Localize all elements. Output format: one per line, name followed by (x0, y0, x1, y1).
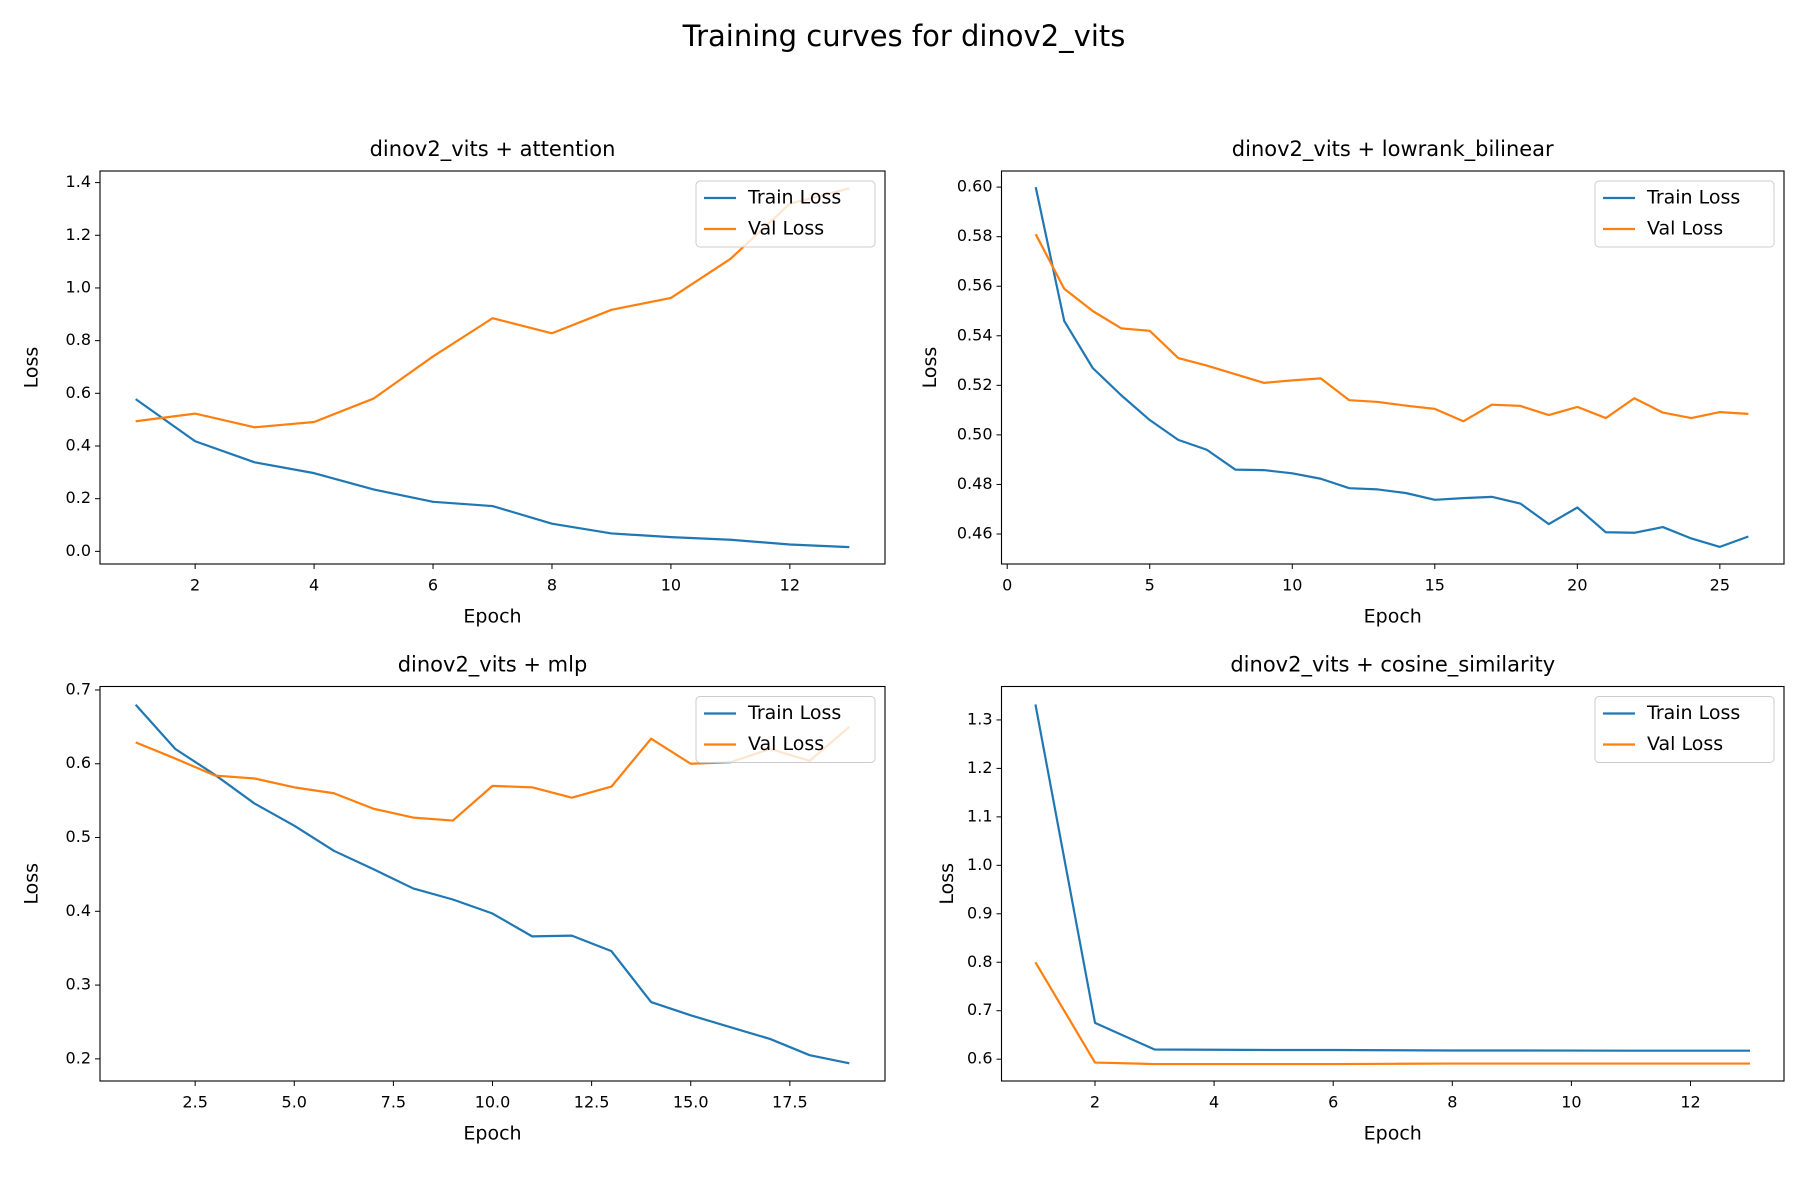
y-tick-label: 0.6 (66, 753, 91, 772)
x-tick-label: 10 (1282, 576, 1302, 595)
series-line (1034, 186, 1749, 548)
y-tick-label: 0.2 (66, 1048, 91, 1067)
series-line (1034, 961, 1751, 1066)
legend-box (695, 696, 876, 763)
y-tick-label: 1.2 (66, 225, 91, 244)
y-tick-label: 1.3 (967, 709, 992, 728)
figure-title: Training curves for dinov2_vits (682, 19, 1126, 53)
x-tick-label: 0 (1002, 576, 1012, 595)
y-axis-label: Loss (21, 347, 43, 389)
x-axis-label: Epoch (1364, 606, 1422, 628)
series-line (135, 187, 850, 429)
subplot-title: dinov2_vits + lowrank_bilinear (1232, 137, 1554, 162)
y-tick-label: 0.6 (967, 1049, 992, 1068)
x-tick-label: 17.5 (772, 1093, 808, 1112)
y-tick-label: 0.4 (66, 901, 91, 920)
subplot-title: dinov2_vits + mlp (398, 653, 588, 678)
y-axis-label: Loss (919, 347, 941, 389)
x-tick-label: 2 (190, 576, 200, 595)
series-line (135, 398, 850, 549)
y-tick-label: 1.1 (967, 806, 992, 825)
x-tick-label: 12.5 (574, 1093, 610, 1112)
y-tick-label: 0.5 (66, 827, 91, 846)
subplot-title: dinov2_vits + cosine_similarity (1230, 653, 1555, 678)
y-axis-label: Loss (936, 863, 958, 905)
x-tick-label: 7.5 (381, 1093, 406, 1112)
x-tick-label: 2 (1090, 1093, 1100, 1112)
x-tick-label: 4 (309, 576, 319, 595)
x-tick-label: 6 (428, 576, 438, 595)
subplot: dinov2_vits + attention Epoch Loss 2 4 6 8 10 12… (21, 137, 886, 628)
y-tick-label: 0.56 (957, 276, 993, 295)
x-axis-label: Epoch (1364, 1123, 1422, 1145)
y-tick-label: 0.9 (967, 903, 992, 922)
x-tick-label: 5 (1145, 576, 1155, 595)
x-tick-label: 4 (1209, 1093, 1219, 1112)
x-tick-label: 10.0 (475, 1093, 511, 1112)
y-axis-label: Loss (21, 863, 43, 905)
legend-label: Val Loss (748, 733, 824, 755)
x-tick-label: 25 (1710, 576, 1730, 595)
legend-label: Train Loss (747, 702, 841, 724)
x-tick-label: 6 (1328, 1093, 1338, 1112)
x-tick-label: 8 (1447, 1093, 1457, 1112)
y-tick-label: 0.58 (957, 226, 993, 245)
legend-label: Train Loss (1646, 187, 1740, 209)
y-tick-label: 0.54 (957, 325, 993, 344)
x-tick-label: 20 (1567, 576, 1587, 595)
x-tick-label: 12 (780, 576, 800, 595)
y-tick-label: 0.6 (66, 383, 91, 402)
x-axis-label: Epoch (463, 606, 521, 628)
y-tick-label: 1.0 (967, 855, 992, 874)
legend-box (1594, 180, 1775, 248)
y-tick-label: 0.4 (66, 435, 91, 454)
legend-label: Val Loss (1647, 218, 1723, 240)
legend-label: Train Loss (747, 187, 841, 209)
axes-frame (1000, 170, 1785, 565)
y-tick-label: 0.52 (957, 375, 993, 394)
legend-box (1594, 696, 1775, 763)
x-tick-label: 10 (1561, 1093, 1581, 1112)
series-line (134, 703, 850, 1065)
legend-label: Val Loss (748, 218, 824, 240)
y-tick-label: 1.2 (967, 758, 992, 777)
x-tick-label: 2.5 (182, 1093, 207, 1112)
axes-frame (99, 170, 886, 565)
legend-label: Val Loss (1647, 733, 1723, 755)
y-tick-label: 1.4 (66, 172, 91, 191)
y-tick-label: 0.50 (957, 424, 993, 443)
x-tick-label: 8 (547, 576, 557, 595)
series-line (1034, 704, 1751, 1052)
axes-frame (1000, 685, 1785, 1082)
y-tick-label: 0.8 (967, 952, 992, 971)
x-tick-label: 5.0 (282, 1093, 307, 1112)
subplot: dinov2_vits + mlp Epoch Loss 2.5 5.0 7.5 10.0 1… (21, 653, 886, 1145)
x-axis-label: Epoch (463, 1123, 521, 1145)
x-tick-label: 15.0 (673, 1093, 709, 1112)
y-tick-label: 0.0 (66, 541, 91, 560)
y-tick-label: 1.0 (66, 277, 91, 296)
y-tick-label: 0.3 (66, 975, 91, 994)
y-tick-label: 0.46 (957, 524, 993, 543)
legend-label: Train Loss (1646, 702, 1740, 724)
subplot: dinov2_vits + cosine_similarity Epoch Loss… (936, 653, 1785, 1145)
y-tick-label: 0.60 (957, 177, 993, 196)
axes-frame (99, 685, 886, 1082)
y-tick-label: 0.7 (66, 679, 91, 698)
subplot-title: dinov2_vits + attention (370, 137, 616, 162)
subplot: dinov2_vits + lowrank_bilinear Epoch Loss 0… (919, 137, 1785, 628)
x-tick-label: 15 (1425, 576, 1445, 595)
y-tick-label: 0.48 (957, 474, 993, 493)
y-tick-label: 0.7 (967, 1000, 992, 1019)
series-line (1034, 233, 1749, 423)
legend-box (695, 180, 876, 248)
y-tick-label: 0.8 (66, 330, 91, 349)
y-tick-label: 0.2 (66, 488, 91, 507)
x-tick-label: 10 (661, 576, 681, 595)
x-tick-label: 12 (1680, 1093, 1700, 1112)
